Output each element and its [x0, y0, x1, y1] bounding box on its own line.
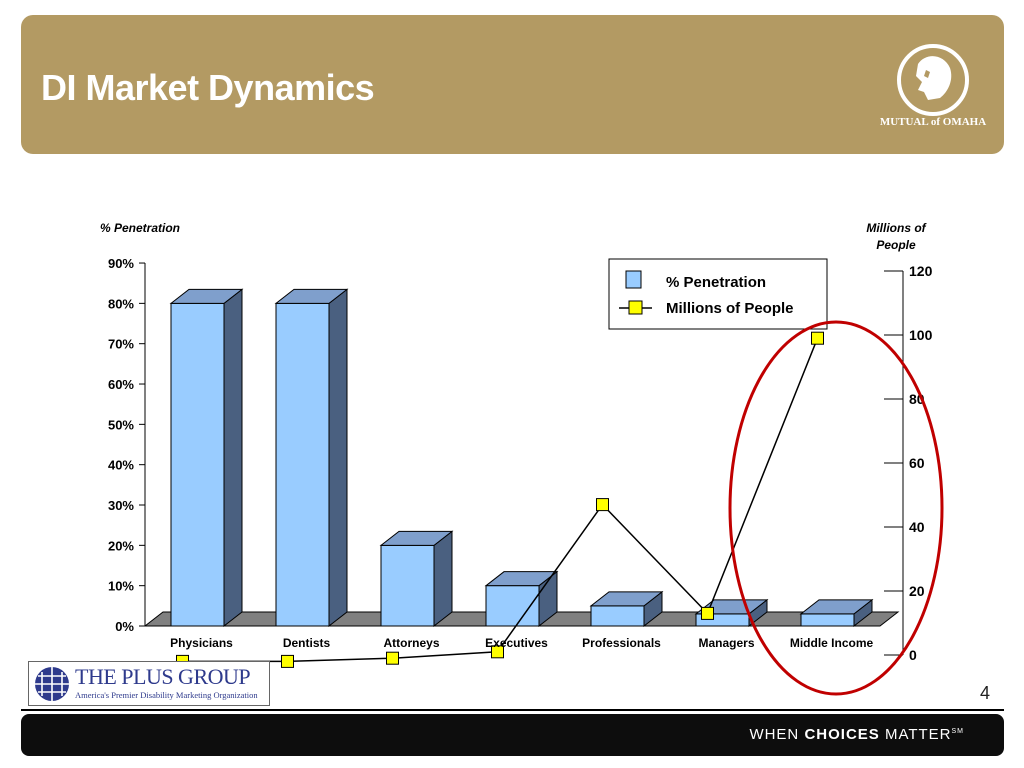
- right-tick-label: 20: [909, 583, 925, 599]
- slide-title: DI Market Dynamics: [41, 67, 375, 108]
- tagline: WHEN CHOICES MATTERSM: [749, 726, 964, 743]
- left-tick-label: 60%: [108, 377, 134, 392]
- bar-professionals: [590, 605, 645, 627]
- bar-dentists: [275, 302, 330, 627]
- brand-name: MUTUAL of OMAHA: [879, 116, 987, 128]
- bar-side: [223, 288, 243, 628]
- legend-swatch-marker: [628, 300, 643, 315]
- right-tick-label: 60: [909, 455, 925, 471]
- bar-top: [484, 571, 559, 587]
- bar-top: [169, 288, 244, 304]
- left-tick-label: 30%: [108, 498, 134, 513]
- x-tick-label: Managers: [698, 636, 754, 650]
- footer-rule: [21, 709, 1004, 711]
- left-tick-label: 50%: [108, 417, 134, 432]
- partner-name: THE PLUS GROUP: [75, 664, 251, 689]
- tagline-suffix: MATTER: [879, 726, 952, 743]
- bar-attorneys: [380, 544, 435, 627]
- legend-box: [608, 258, 828, 330]
- line-marker: [491, 645, 504, 659]
- x-tick-label: Attorneys: [383, 636, 439, 650]
- line-marker: [386, 651, 399, 665]
- left-tick-label: 80%: [108, 296, 134, 311]
- left-tick-label: 20%: [108, 538, 134, 553]
- tagline-prefix: WHEN: [749, 726, 805, 743]
- left-tick-label: 90%: [108, 256, 134, 271]
- bar-middle-income: [800, 613, 855, 627]
- x-tick-label: Physicians: [170, 636, 233, 650]
- legend-label-millions: Millions of People: [666, 300, 794, 317]
- legend-swatch-bar: [625, 270, 642, 289]
- right-tick-label: 0: [909, 647, 917, 663]
- footer-bar: WHEN CHOICES MATTERSM: [21, 714, 1004, 756]
- x-tick-label: Professionals: [582, 636, 661, 650]
- tagline-mark: SM: [951, 728, 964, 735]
- line-marker: [701, 606, 714, 620]
- x-tick-label: Executives: [485, 636, 548, 650]
- bar-side: [328, 288, 348, 628]
- right-axis-title-line1: Millions of: [866, 221, 926, 235]
- bar-top: [589, 591, 664, 607]
- line-marker: [811, 331, 824, 345]
- bar-top: [379, 530, 454, 546]
- title-banner: DI Market Dynamics MUTUAL of OMAHA: [21, 15, 1004, 154]
- tagline-bold: CHOICES: [804, 726, 880, 743]
- line-marker: [596, 498, 609, 512]
- bar-top: [274, 288, 349, 304]
- left-tick-label: 0%: [115, 619, 134, 634]
- plus-group-logo: THE PLUS GROUP America's Premier Disabil…: [28, 661, 270, 706]
- right-tick-label: 120: [909, 263, 933, 279]
- right-tick-label: 40: [909, 519, 925, 535]
- bar-side: [433, 530, 453, 628]
- mutual-of-omaha-logo-icon: [897, 44, 969, 116]
- highlight-ellipse: [728, 320, 944, 696]
- globe-icon: [35, 667, 69, 701]
- page-number: 4: [980, 683, 991, 703]
- line-marker: [281, 654, 294, 668]
- left-tick-label: 40%: [108, 458, 134, 473]
- right-tick-label: 100: [909, 327, 933, 343]
- combo-chart: Physicians Dentists Attorneys Executives Pro…: [100, 221, 944, 696]
- bar-physicians: [170, 302, 225, 627]
- left-axis-title: % Penetration: [100, 221, 180, 235]
- legend-label-penetration: % Penetration: [666, 274, 766, 291]
- x-tick-label: Middle Income: [790, 636, 874, 650]
- left-tick-label: 70%: [108, 337, 134, 352]
- x-tick-label: Dentists: [283, 636, 331, 650]
- left-tick-label: 10%: [108, 579, 134, 594]
- right-axis-title-line2: People: [876, 238, 916, 252]
- bar-top: [799, 599, 874, 615]
- partner-tagline: America's Premier Disability Marketing O…: [75, 690, 258, 700]
